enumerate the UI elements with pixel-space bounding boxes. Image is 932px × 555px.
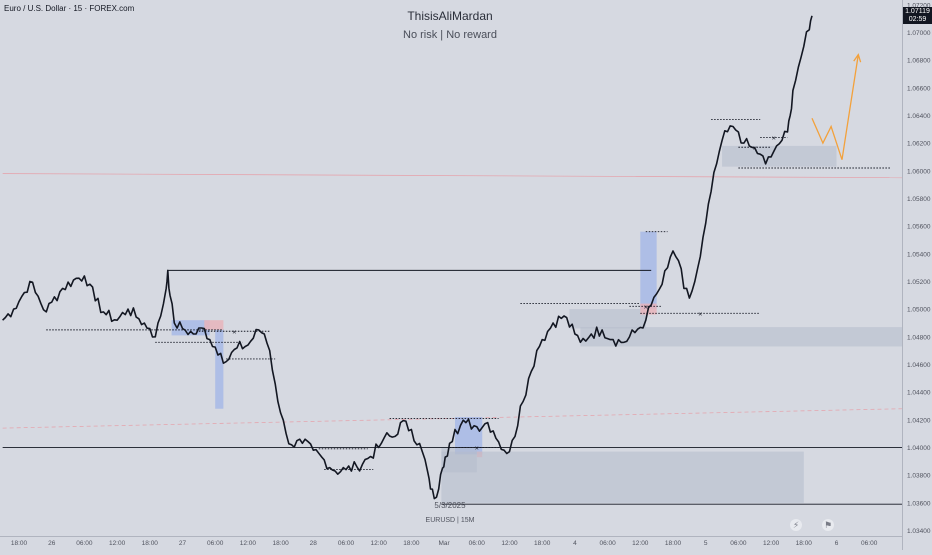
lightning-icon[interactable]: ⚡ [790, 519, 802, 531]
level-mark-16: × [772, 136, 776, 143]
forecast-arrowhead [853, 53, 862, 63]
x-tick-label-3: 12:00 [109, 540, 126, 547]
y-tick-label-12: 1.04800 [907, 334, 931, 341]
x-axis[interactable]: 18:00 26 06:00 12:00 18:00 27 06:00 12:00 18:00 2… [11, 540, 878, 547]
y-tick-label-1: 1.07000 [907, 30, 931, 37]
x-tick-label-13: Mar [438, 540, 450, 547]
x-tick-label-16: 18:00 [534, 540, 551, 547]
watermark-subtitle: No risk | No reward [403, 29, 497, 41]
x-tick-label-17: 4 [573, 540, 577, 547]
y-tick-label-14: 1.04400 [907, 390, 931, 397]
y-tick-label-0: 1.07200 [907, 2, 931, 9]
y-tick-label-8: 1.05600 [907, 224, 931, 231]
guide-line-1 [2, 408, 903, 429]
x-tick-label-25: 6 [835, 540, 839, 547]
y-tick-label-9: 1.05400 [907, 251, 931, 258]
y-tick-label-11: 1.05000 [907, 307, 931, 314]
y-tick-label-13: 1.04600 [907, 362, 931, 369]
levels-layer: ×××××× [2, 119, 902, 505]
zone-bullish-2 [215, 329, 224, 409]
zones-layer [171, 145, 902, 503]
zone-gray-11 [722, 145, 837, 167]
y-tick-label-5: 1.06200 [907, 141, 931, 148]
x-tick-label-19: 12:00 [632, 540, 649, 547]
x-tick-label-0: 18:00 [11, 540, 28, 547]
zone-gray-8 [569, 309, 646, 329]
us-flag-icon[interactable]: ⚑ [822, 519, 834, 531]
x-tick-label-6: 06:00 [207, 540, 224, 547]
y-tick-label-6: 1.06000 [907, 168, 931, 175]
series-layer [2, 15, 862, 500]
x-tick-label-14: 06:00 [469, 540, 486, 547]
x-tick-label-22: 06:00 [730, 540, 747, 547]
y-tick-label-16: 1.04000 [907, 445, 931, 452]
y-tick-label-17: 1.03800 [907, 473, 931, 480]
x-tick-label-4: 18:00 [142, 540, 159, 547]
x-tick-label-5: 27 [179, 540, 187, 547]
y-tick-label-19: 1.03400 [907, 528, 931, 535]
level-mark-12: × [698, 311, 702, 318]
y-axis[interactable]: 1.07200 1.07000 1.06800 1.06600 1.06400 1.062… [907, 2, 931, 535]
zone-bearish-1 [204, 320, 224, 330]
y-tick-label-7: 1.05800 [907, 196, 931, 203]
zone-gray-6 [441, 451, 804, 503]
level-mark-10: × [475, 445, 479, 452]
x-tick-label-2: 06:00 [76, 540, 93, 547]
bar-countdown: 02:59 [908, 16, 927, 23]
watermark-title: ThisisAliMardan [407, 9, 493, 23]
x-tick-label-1: 26 [48, 540, 56, 547]
x-tick-label-8: 18:00 [272, 540, 289, 547]
price-series-line [2, 15, 813, 500]
forecast-path [811, 54, 859, 160]
last-price-tag: 1.07119 02:59 [903, 7, 932, 24]
y-tick-label-18: 1.03600 [907, 500, 931, 507]
x-tick-label-23: 12:00 [763, 540, 780, 547]
x-tick-label-12: 18:00 [403, 540, 420, 547]
x-tick-label-24: 18:00 [796, 540, 813, 547]
zone-gray-7 [580, 327, 902, 347]
y-tick-label-15: 1.04200 [907, 417, 931, 424]
symbol-title[interactable]: Euro / U.S. Dollar · 15 · FOREX.com [4, 4, 135, 13]
x-tick-label-7: 12:00 [240, 540, 257, 547]
y-tick-label-2: 1.06800 [907, 58, 931, 65]
y-tick-label-10: 1.05200 [907, 279, 931, 286]
y-tick-label-3: 1.06600 [907, 85, 931, 92]
x-tick-label-15: 12:00 [501, 540, 518, 547]
y-tick-label-4: 1.06400 [907, 113, 931, 120]
level-mark-6: × [232, 329, 236, 336]
x-tick-label-9: 28 [310, 540, 318, 547]
x-tick-label-10: 06:00 [338, 540, 355, 547]
last-price-value: 1.07119 [905, 8, 930, 15]
watermark-symbol: EURUSD | 15M [425, 517, 475, 524]
level-mark-13: × [644, 304, 648, 311]
x-tick-label-11: 12:00 [371, 540, 388, 547]
x-tick-label-21: 5 [704, 540, 708, 547]
x-tick-label-20: 18:00 [665, 540, 682, 547]
watermark-date: 5/3/2025 [434, 501, 466, 510]
guide-lines [2, 173, 903, 429]
x-tick-label-26: 06:00 [861, 540, 878, 547]
guide-line-0 [2, 173, 903, 179]
x-tick-label-18: 06:00 [599, 540, 616, 547]
